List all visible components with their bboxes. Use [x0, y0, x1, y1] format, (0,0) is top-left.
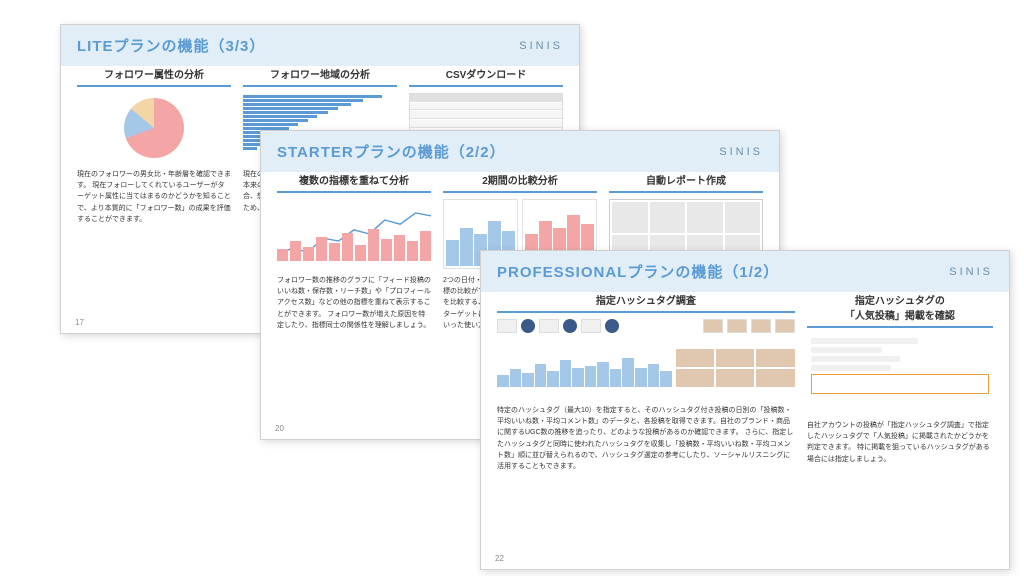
col-title: フォロワー属性の分析 — [77, 66, 231, 87]
hashtag-graphic — [497, 319, 795, 399]
col-title: CSVダウンロード — [409, 66, 563, 87]
page-number: 20 — [275, 424, 284, 433]
logo: SINIS — [719, 146, 763, 158]
columns: 指定ハッシュタグ調査 — [481, 292, 1009, 482]
slide-header: PROFESSIONALプランの機能（1/2） SINIS — [481, 251, 1009, 292]
col-title: フォロワー地域の分析 — [243, 66, 397, 87]
page-number: 22 — [495, 554, 504, 563]
col-title: 自動レポート作成 — [609, 172, 763, 193]
col-popular-posts: 指定ハッシュタグの 「人気投稿」掲載を確認 自社アカウントの投稿が「指定ハッシュ… — [807, 292, 993, 472]
col-title: 2期間の比較分析 — [443, 172, 597, 193]
col-hashtag-survey: 指定ハッシュタグ調査 — [497, 292, 795, 472]
logo: SINIS — [519, 40, 563, 52]
col-title: 指定ハッシュタグの 「人気投稿」掲載を確認 — [807, 292, 993, 328]
col-desc: フォロワー数の推移のグラフに「フィード投稿のいいね数・保存数・リーチ数」や「プロ… — [277, 275, 431, 331]
col-desc: 特定のハッシュタグ（最大10）を指定すると、そのハッシュタグ付き投稿の日別の「投… — [497, 405, 795, 472]
slide-title: PROFESSIONALプランの機能（1/2） — [497, 261, 779, 282]
col-title: 複数の指標を重ねて分析 — [277, 172, 431, 193]
slide-header: LITEプランの機能（3/3） SINIS — [61, 25, 579, 66]
combo-chart — [277, 199, 431, 269]
pie-chart — [77, 93, 231, 163]
slide-title: STARTERプランの機能（2/2） — [277, 141, 506, 162]
slide-title: LITEプランの機能（3/3） — [77, 35, 265, 56]
slide-professional: PROFESSIONALプランの機能（1/2） SINIS 指定ハッシュタグ調査 — [480, 250, 1010, 570]
page-number: 17 — [75, 318, 84, 327]
col-desc: 現在のフォロワーの男女比・年齢層を確認できます。 現在フォローしてくれているユー… — [77, 169, 231, 225]
col-follower-attributes: フォロワー属性の分析 現在のフォロワーの男女比・年齢層を確認できます。 現在フォ… — [77, 66, 231, 225]
logo: SINIS — [949, 266, 993, 278]
col-multi-metrics: 複数の指標を重ねて分析 フォロワー数の推移のグラフに「 — [277, 172, 431, 331]
col-desc: 自社アカウントの投稿が「指定ハッシュタグ調査」で指定したハッシュタグで「人気投稿… — [807, 420, 993, 465]
popular-graphic — [807, 334, 993, 414]
slide-header: STARTERプランの機能（2/2） SINIS — [261, 131, 779, 172]
col-title: 指定ハッシュタグ調査 — [497, 292, 795, 313]
